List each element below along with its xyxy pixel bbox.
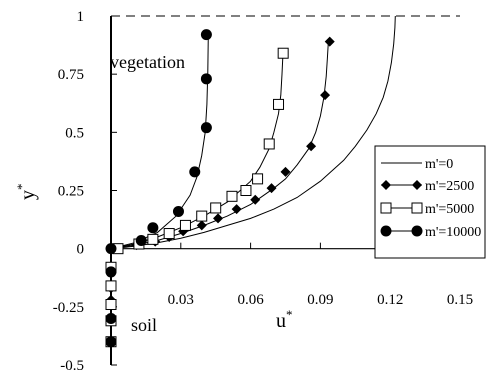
- data-point-series-2: [273, 98, 285, 110]
- legend-label-2: m'=5000: [425, 202, 474, 217]
- data-point-series-2: [105, 280, 117, 292]
- y-tick-label: 1: [77, 9, 85, 25]
- data-point-series-3: [200, 73, 212, 85]
- legend-marker-3: [380, 225, 392, 237]
- data-point-series-1: [320, 90, 331, 101]
- series-line-0: [110, 15, 396, 250]
- data-point-series-3: [105, 266, 117, 278]
- legend-box: [374, 145, 486, 259]
- annotation-soil: soil: [131, 315, 157, 335]
- legend-marker-1: [412, 180, 422, 190]
- y-tick-label: 0.25: [58, 184, 84, 200]
- y-tick-label: 0.5: [65, 125, 84, 141]
- x-tick-label: 0.12: [377, 292, 403, 308]
- data-point-series-1: [231, 204, 242, 215]
- data-point-series-3: [200, 29, 212, 41]
- series-curves: [110, 15, 396, 250]
- data-point-series-1: [306, 141, 317, 152]
- legend-marker-1: [381, 180, 391, 190]
- legend-marker-2: [411, 202, 423, 214]
- data-point-series-1: [250, 194, 261, 205]
- y-tick-label: -0.5: [60, 358, 84, 374]
- series-markers: [105, 29, 335, 348]
- data-point-series-2: [226, 190, 238, 202]
- data-point-series-1: [196, 220, 207, 231]
- y-tick-label: 0.75: [58, 67, 84, 83]
- data-point-series-3: [105, 336, 117, 348]
- data-point-series-1: [266, 183, 277, 194]
- data-point-series-2: [263, 138, 275, 150]
- data-point-series-2: [240, 185, 252, 196]
- x-tick-label: 0.15: [447, 292, 473, 308]
- data-point-series-2: [105, 299, 117, 311]
- data-point-series-3: [200, 122, 212, 134]
- legend: m'=0 m'=2500 m'=5000 m'=10000: [374, 145, 486, 259]
- data-point-series-1: [213, 213, 224, 224]
- data-point-series-2: [196, 210, 208, 222]
- data-point-series-2: [277, 47, 289, 59]
- data-point-series-1: [280, 166, 291, 177]
- legend-label-3: m'=10000: [425, 225, 481, 240]
- x-tick-label: 0.03: [168, 292, 194, 308]
- x-tick-label: 0.09: [307, 292, 333, 308]
- data-point-series-3: [135, 235, 147, 247]
- data-point-series-3: [105, 312, 117, 324]
- annotation-vegetation: vegetation: [110, 52, 185, 72]
- legend-marker-2: [380, 202, 392, 214]
- data-point-series-2: [147, 233, 159, 245]
- legend-marker-3: [411, 225, 423, 237]
- y-axis-title: y*: [14, 184, 39, 201]
- data-point-series-2: [163, 228, 175, 240]
- data-point-series-3: [189, 166, 201, 178]
- data-point-series-3: [105, 243, 117, 255]
- data-point-series-3: [147, 222, 159, 234]
- axis-titles: u* y*: [14, 184, 293, 333]
- legend-label-0: m'=0: [425, 157, 453, 172]
- data-point-series-3: [172, 205, 184, 217]
- y-tick-label: 0: [77, 242, 85, 258]
- x-axis-title: u*: [276, 307, 293, 332]
- legend-label-1: m'=2500: [425, 179, 474, 194]
- data-point-series-1: [324, 36, 335, 47]
- data-point-series-2: [179, 219, 191, 231]
- data-point-series-2: [210, 202, 222, 214]
- data-point-series-2: [252, 173, 264, 185]
- y-tick-label: -0.25: [53, 300, 84, 316]
- x-tick-label: 0.06: [237, 292, 264, 308]
- tick-labels: 1 0.75 0.5 0.25 0 -0.25 -0.5 0.03 0.06 0.09 0.12 0.…: [53, 9, 473, 374]
